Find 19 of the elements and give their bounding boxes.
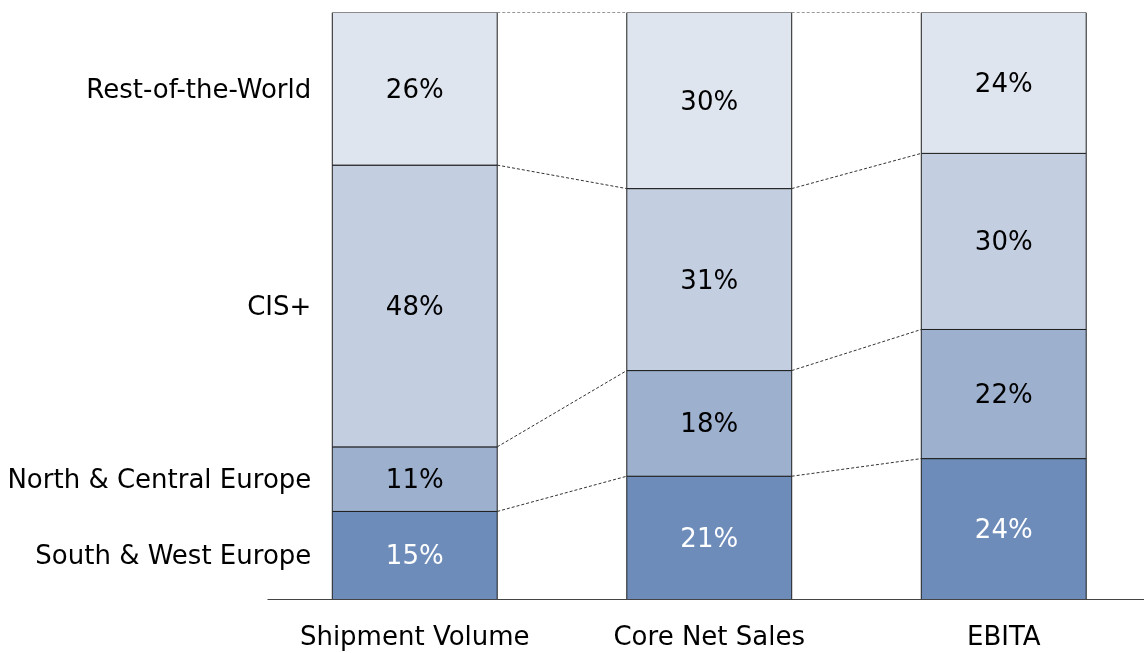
x-tick-label: Shipment Volume bbox=[299, 620, 530, 651]
data-label: 21% bbox=[680, 522, 739, 553]
series-label: South & West Europe bbox=[35, 540, 312, 571]
data-label: 15% bbox=[385, 540, 444, 571]
data-label: 24% bbox=[974, 514, 1033, 545]
series-label: North & Central Europe bbox=[7, 464, 312, 495]
data-label: 24% bbox=[974, 67, 1033, 98]
series-label: Rest-of-the-World bbox=[86, 73, 312, 104]
data-label: 18% bbox=[680, 408, 739, 439]
series-label: CIS+ bbox=[247, 291, 312, 321]
data-label: 30% bbox=[974, 226, 1033, 257]
x-tick-label: EBITA bbox=[966, 620, 1041, 651]
data-label: 31% bbox=[680, 264, 739, 295]
data-label: 48% bbox=[385, 291, 444, 321]
data-label: 11% bbox=[385, 464, 444, 495]
data-label: 30% bbox=[680, 85, 739, 116]
data-label: 22% bbox=[974, 379, 1033, 410]
data-label: 26% bbox=[385, 73, 444, 104]
x-tick-label: Core Net Sales bbox=[613, 620, 806, 651]
